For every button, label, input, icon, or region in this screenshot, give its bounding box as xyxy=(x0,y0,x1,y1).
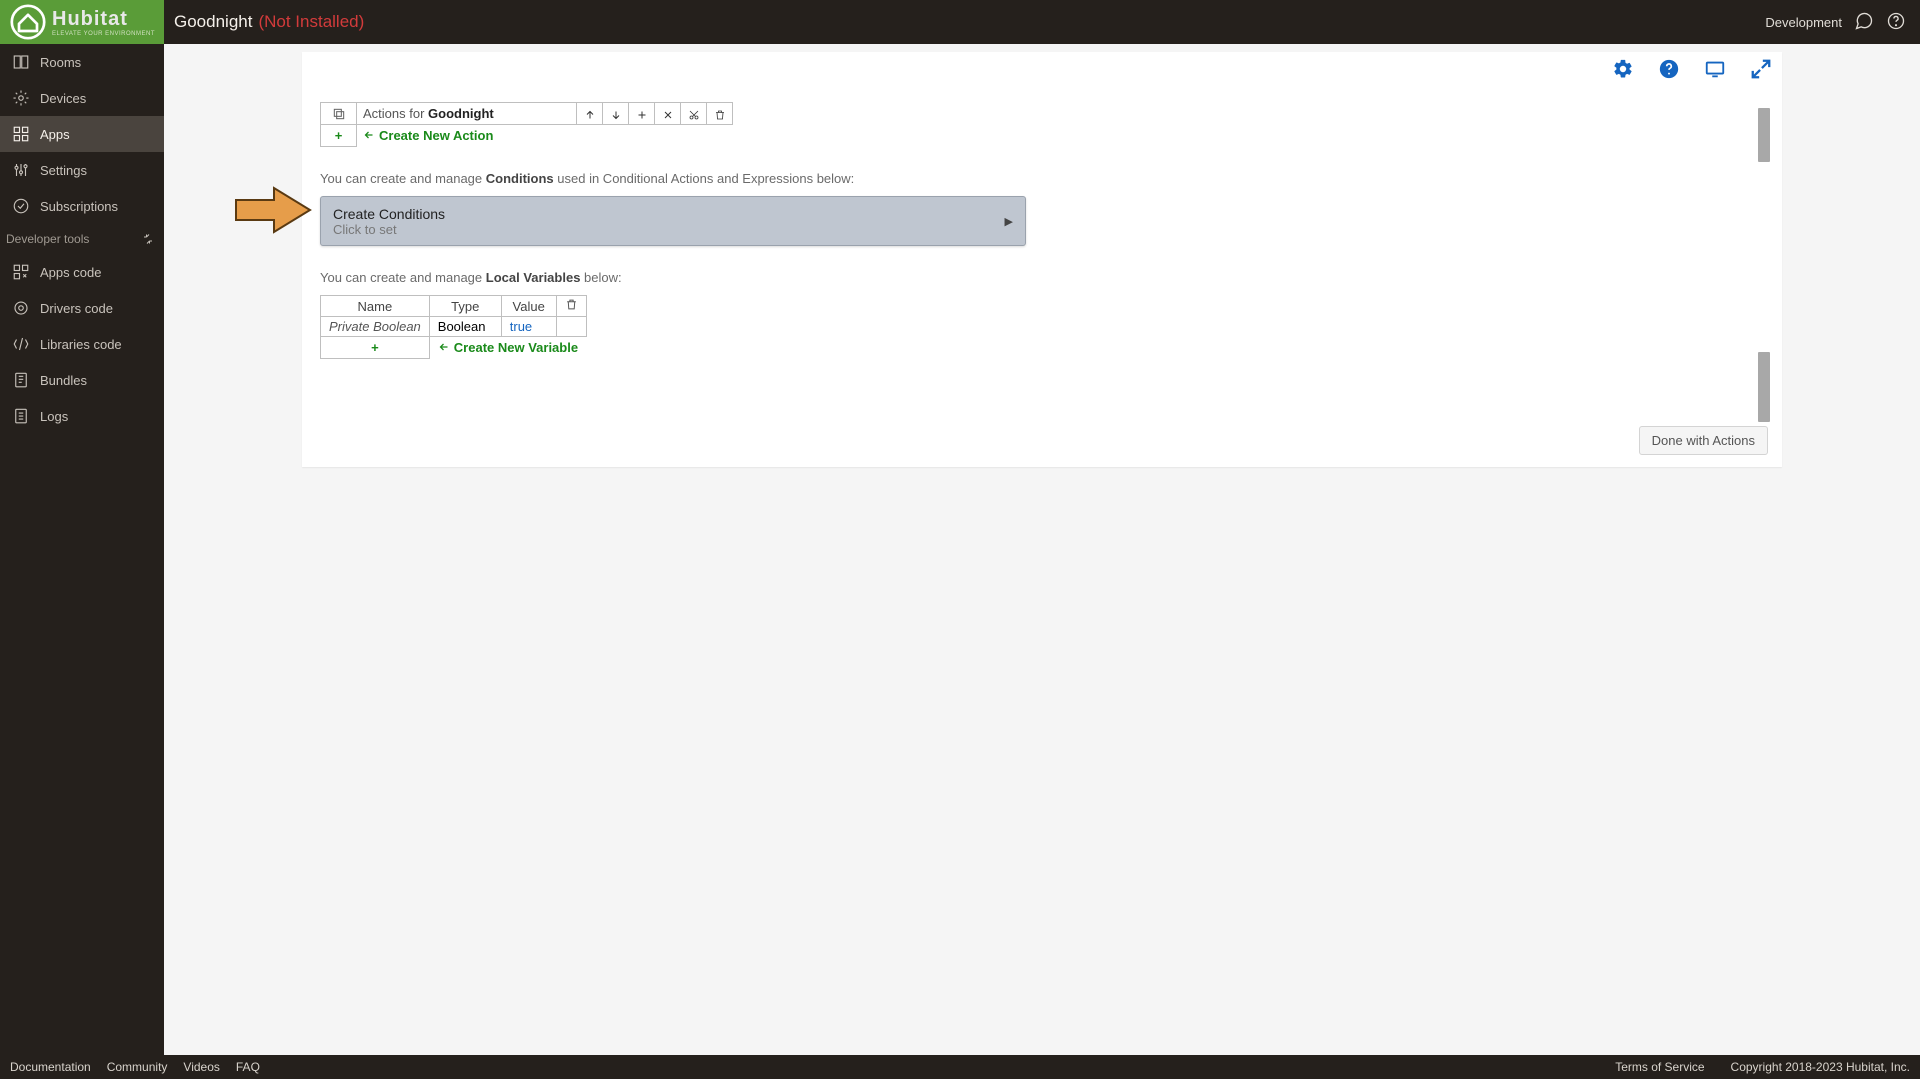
copy-icon[interactable] xyxy=(321,103,357,125)
footer-copyright: Copyright 2018-2023 Hubitat, Inc. xyxy=(1731,1060,1910,1074)
footer-link-documentation[interactable]: Documentation xyxy=(10,1060,91,1074)
col-type: Type xyxy=(429,296,501,317)
libraries-code-icon xyxy=(12,335,30,353)
col-name: Name xyxy=(321,296,430,317)
footer-terms[interactable]: Terms of Service xyxy=(1615,1060,1704,1074)
sidebar-item-label: Settings xyxy=(40,163,87,178)
actions-title: Actions for Goodnight xyxy=(357,103,577,125)
variables-table: Name Type Value Private Boolean Boolean … xyxy=(320,295,587,359)
bundles-icon xyxy=(12,371,30,389)
cut-button[interactable] xyxy=(681,103,707,125)
top-bar: Hubitat ELEVATE YOUR ENVIRONMENT Goodnig… xyxy=(0,0,1920,44)
sidebar-section-devtools[interactable]: Developer tools xyxy=(0,224,164,254)
sidebar-item-devices[interactable]: Devices xyxy=(0,80,164,116)
chevron-right-icon: ▶ xyxy=(1005,215,1013,228)
delete-button[interactable] xyxy=(707,103,733,125)
conditions-intro: You can create and manage Conditions use… xyxy=(320,171,1764,186)
brand-logo[interactable]: Hubitat ELEVATE YOUR ENVIRONMENT xyxy=(0,0,164,44)
sidebar-item-logs[interactable]: Logs xyxy=(0,398,164,434)
conditions-subtitle: Click to set xyxy=(333,222,445,237)
callout-arrow-icon xyxy=(234,184,314,236)
sidebar-item-label: Devices xyxy=(40,91,86,106)
sidebar-item-drivers-code[interactable]: Drivers code xyxy=(0,290,164,326)
apps-code-icon xyxy=(12,263,30,281)
collapse-icon xyxy=(142,233,154,245)
var-type: Boolean xyxy=(429,317,501,337)
create-new-action-link[interactable]: Create New Action xyxy=(363,128,493,143)
footer-link-community[interactable]: Community xyxy=(107,1060,168,1074)
hubitat-logo-icon xyxy=(10,4,46,40)
trash-icon xyxy=(565,298,578,311)
devices-icon xyxy=(12,89,30,107)
conditions-title: Create Conditions xyxy=(333,206,445,222)
settings-icon xyxy=(12,161,30,179)
variables-intro: You can create and manage Local Variable… xyxy=(320,270,1764,285)
var-name: Private Boolean xyxy=(321,317,430,337)
sidebar-item-rooms[interactable]: Rooms xyxy=(0,44,164,80)
sidebar-item-apps[interactable]: Apps xyxy=(0,116,164,152)
rooms-icon xyxy=(12,53,30,71)
move-down-button[interactable] xyxy=(603,103,629,125)
main-content: Actions for Goodnight + Cre xyxy=(164,44,1920,1055)
subscriptions-icon xyxy=(12,197,30,215)
sidebar-item-settings[interactable]: Settings xyxy=(0,152,164,188)
brand-name: Hubitat xyxy=(52,8,155,31)
sidebar-item-libraries-code[interactable]: Libraries code xyxy=(0,326,164,362)
apps-icon xyxy=(12,125,30,143)
sidebar-item-label: Subscriptions xyxy=(40,199,118,214)
scrollbar-thumb[interactable] xyxy=(1758,352,1770,422)
footer-link-faq[interactable]: FAQ xyxy=(236,1060,260,1074)
sidebar-item-label: Apps xyxy=(40,127,70,142)
sidebar-item-label: Drivers code xyxy=(40,301,113,316)
brand-tagline: ELEVATE YOUR ENVIRONMENT xyxy=(52,31,155,37)
create-conditions-panel[interactable]: Create Conditions Click to set ▶ xyxy=(320,196,1026,246)
sidebar-item-label: Apps code xyxy=(40,265,101,280)
add-action-button[interactable]: + xyxy=(321,125,357,147)
drivers-code-icon xyxy=(12,299,30,317)
remove-button[interactable] xyxy=(655,103,681,125)
sidebar-item-label: Bundles xyxy=(40,373,87,388)
col-value: Value xyxy=(501,296,556,317)
table-row: Private Boolean Boolean true xyxy=(321,317,587,337)
footer: Documentation Community Videos FAQ Terms… xyxy=(0,1055,1920,1079)
environment-label: Development xyxy=(1765,15,1842,30)
sidebar: Rooms Devices Apps Settings Subscription… xyxy=(0,44,164,1055)
scrollbar-thumb[interactable] xyxy=(1758,108,1770,162)
var-delete[interactable] xyxy=(556,317,586,337)
chat-icon[interactable] xyxy=(1854,11,1874,34)
sidebar-item-label: Rooms xyxy=(40,55,81,70)
sidebar-item-label: Logs xyxy=(40,409,68,424)
var-value[interactable]: true xyxy=(501,317,556,337)
add-button[interactable] xyxy=(629,103,655,125)
move-up-button[interactable] xyxy=(577,103,603,125)
col-delete xyxy=(556,296,586,317)
page-title: Goodnight xyxy=(174,12,252,32)
sidebar-item-bundles[interactable]: Bundles xyxy=(0,362,164,398)
done-with-actions-button[interactable]: Done with Actions xyxy=(1639,426,1768,455)
actions-card: Actions for Goodnight + Cre xyxy=(302,52,1782,467)
actions-header-table: Actions for Goodnight + Cre xyxy=(320,102,733,147)
install-status: (Not Installed) xyxy=(258,12,364,32)
add-variable-button[interactable]: + xyxy=(321,337,430,359)
sidebar-item-subscriptions[interactable]: Subscriptions xyxy=(0,188,164,224)
sidebar-item-apps-code[interactable]: Apps code xyxy=(0,254,164,290)
sidebar-item-label: Libraries code xyxy=(40,337,122,352)
help-icon[interactable] xyxy=(1886,11,1906,34)
logs-icon xyxy=(12,407,30,425)
section-label: Developer tools xyxy=(6,232,89,246)
footer-link-videos[interactable]: Videos xyxy=(183,1060,219,1074)
create-new-variable-link[interactable]: Create New Variable xyxy=(438,340,578,355)
